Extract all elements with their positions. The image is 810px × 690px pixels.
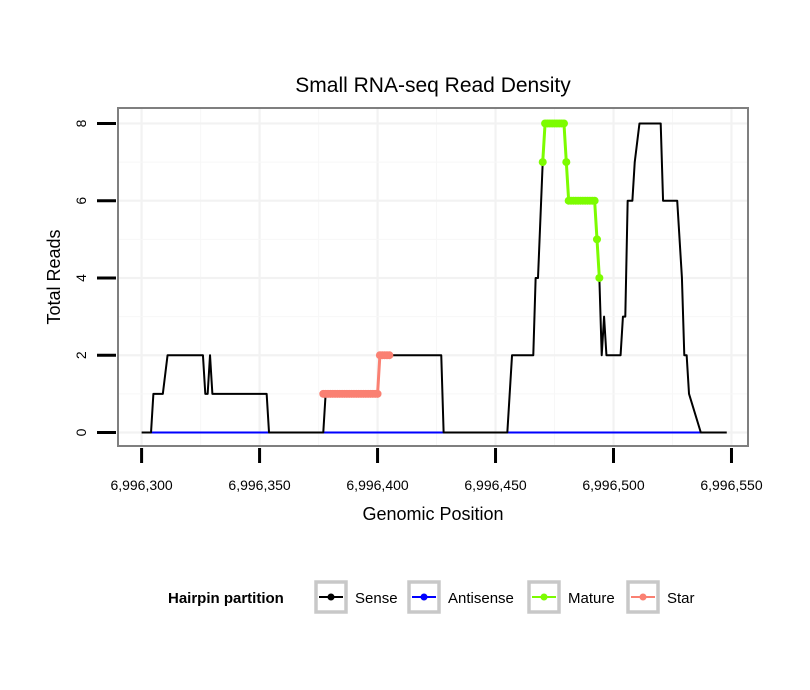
legend-item-sense: Sense [314,580,398,614]
data-point-star [373,389,382,398]
legend-key-point [420,593,428,601]
y-axis-label: Total Reads [44,229,64,324]
series-star [319,351,394,398]
series-layer [141,119,727,434]
x-axis: 6,996,300 6,996,350 6,996,400 6,996,450 6,99… [110,448,763,493]
data-point-mature [590,196,599,205]
y-axis: 0 2 4 6 8 [73,119,116,436]
legend-label-sense: Sense [355,590,398,607]
x-tick-label: 6,996,300 [110,477,172,493]
data-point-mature [538,158,547,167]
legend-key-point [639,593,647,601]
legend-title: Hairpin partition [168,590,284,607]
legend-item-star: Star [626,580,695,614]
legend: Hairpin partition Sense Antisense Mature St… [168,580,695,614]
x-tick-label: 6,996,450 [464,477,526,493]
legend-key-point [327,593,335,601]
x-tick-label: 6,996,500 [582,477,644,493]
data-point-mature [595,273,604,282]
x-tick-label: 6,996,350 [228,477,290,493]
chart-title: Small RNA-seq Read Density [295,74,571,97]
x-tick-label: 6,996,550 [700,477,762,493]
legend-key-point [540,593,548,601]
data-point-mature [562,158,571,167]
y-tick-label: 8 [73,119,89,127]
legend-label-antisense: Antisense [448,590,514,607]
legend-label-star: Star [667,590,695,607]
data-point-star [385,351,394,360]
y-tick-label: 4 [73,274,89,282]
data-point-mature [592,235,601,244]
legend-item-antisense: Antisense [407,580,514,614]
plot-panel-border [117,107,749,447]
y-tick-label: 2 [73,351,89,359]
legend-item-mature: Mature [527,580,615,614]
y-tick-label: 0 [73,428,89,436]
series-mature [538,119,604,282]
x-tick-label: 6,996,400 [346,477,408,493]
y-tick-label: 6 [73,197,89,205]
x-axis-label: Genomic Position [362,504,503,524]
legend-label-mature: Mature [568,590,615,607]
data-point-mature [559,119,568,128]
